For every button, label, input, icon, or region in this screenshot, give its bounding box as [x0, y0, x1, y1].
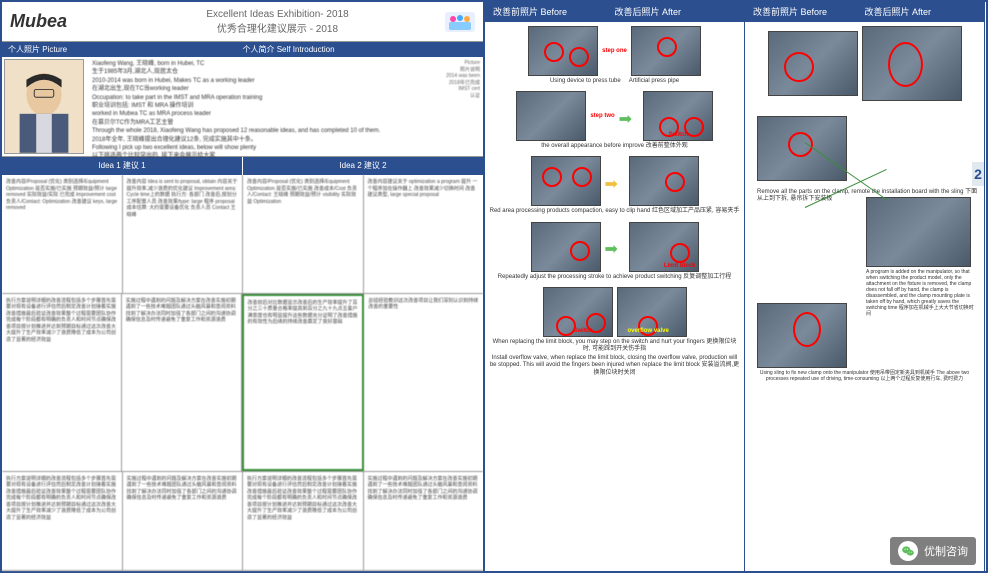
- wechat-watermark: 优制咨询: [890, 537, 976, 565]
- before-label-1: 改善前照片 Before: [493, 5, 615, 19]
- title-cn: 优秀合理化建议展示 - 2018: [110, 20, 445, 35]
- intro-l4: 在湖北出生,现在TC当working leader: [92, 85, 387, 93]
- img-2a: [516, 91, 586, 141]
- img-3b: [629, 156, 699, 206]
- intro-right: Picture 照片说明 2014 was been 2018年已完成 IMST…: [393, 57, 483, 156]
- header: Mubea Excellent Ideas Exhibition- 2018 优…: [2, 2, 483, 42]
- person-photo: [4, 59, 84, 154]
- intro-l10: 2018年全年, 王晓峰提出合理化建议12条, 完成实施其中十条。: [92, 136, 387, 144]
- rp-head-1: 改善前照片 Before 改善后照片 After: [485, 2, 744, 22]
- rp-head-2: 改善前照片 Before 改善后照片 After: [745, 2, 984, 22]
- cell-6b: 实施过程中遇到的问题及解决方案在改善实施初期遇到了一些技术难题团队通过头脑风暴和…: [123, 472, 244, 570]
- img-4a: [531, 222, 601, 272]
- step-two-label: step two: [590, 113, 614, 119]
- img-r2b: [866, 197, 971, 267]
- rp-body-1: step one Using device to press tube Arti…: [485, 22, 744, 571]
- img-r3a: [757, 303, 847, 368]
- title-en: Excellent Ideas Exhibition- 2018: [110, 9, 445, 20]
- img-1b: [631, 26, 701, 76]
- cell-8: 总结经验教训这次改善项目让我们深刻认识到持续改善的重要性: [364, 294, 483, 471]
- cell-2: 改善内容 Idea is sent to proposal, obtain 内容…: [123, 175, 244, 293]
- intro-l12: 以下挑选两个比较突出的, 接下来会展示给大家: [92, 152, 387, 160]
- img-r1b: [862, 26, 962, 101]
- cell-5: 执行方案说明详细的改善流程包括多个步骤首先需要对现有设备进行评估然后制定改善计划…: [2, 294, 122, 471]
- cell-4: 改善内容建议关于 optimization a program 提升 一个程序加…: [364, 175, 484, 293]
- side-number: 2: [972, 162, 984, 186]
- arrow-icon: ➡: [605, 239, 625, 254]
- logo: Mubea: [10, 11, 110, 32]
- bar-selfintro: 个人简介 Self Introduction: [243, 44, 478, 55]
- intro-l1: Xiaofeng Wang, 王晓峰, born in Hubei, TC: [92, 60, 387, 68]
- intro-l5: Occupation: to take part in the IMST and…: [92, 94, 387, 102]
- title-area: Excellent Ideas Exhibition- 2018 优秀合理化建议…: [110, 9, 445, 35]
- cap-12: A program is added on the manipulator, s…: [866, 269, 976, 317]
- intro-l7: worked in Mubea TC as MRA process leader: [92, 110, 387, 118]
- intro-l6: 职业培训包括: IMST 和 MRA 操作培训: [92, 102, 387, 110]
- cell-1: 改善内容/Proposal (优化) 类别选择/Equipment Optimi…: [2, 175, 123, 293]
- intro-l2: 生于1985年3月,湖北人,现居太仓: [92, 68, 387, 76]
- img-5b: overflow valve: [617, 287, 687, 337]
- cap-1: Using device to press tube Artificial pr…: [489, 78, 740, 85]
- people-icon: [445, 12, 475, 32]
- cap-10: Install overflow valve, when replace the…: [489, 355, 740, 377]
- section-bar-1: 个人照片 Picture 个人简介 Self Introduction: [2, 42, 483, 57]
- ir2: 照片说明: [396, 66, 480, 73]
- img-r1a: [768, 31, 858, 96]
- img-3a: [531, 156, 601, 206]
- cell-6: 实施过程中遇到的问题及解决方案在改善实施初期遇到了一些技术难题团队通过头脑风暴和…: [122, 294, 242, 471]
- img-r2a: [757, 116, 847, 181]
- cap-5: Red area processing products compaction,…: [489, 208, 740, 215]
- cap-3: the overall appearance before improve 改善…: [489, 143, 740, 150]
- content-grid: 改善内容/Proposal (优化) 类别选择/Equipment Optimi…: [2, 175, 483, 571]
- cell-7: 改善前后对比数据显示改善后的生产效率提升了百分之三十质量合格率提高到百分之九十九…: [242, 294, 365, 471]
- rp-col-1: 改善前照片 Before 改善后照片 After step one Using …: [485, 2, 745, 571]
- intro-text: Xiaofeng Wang, 王晓峰, born in Hubei, TC 生于…: [86, 57, 393, 156]
- img-2b: Switch: [643, 91, 713, 141]
- right-panel: 改善前照片 Before 改善后照片 After step one Using …: [485, 2, 986, 571]
- before-label-2: 改善前照片 Before: [753, 5, 865, 19]
- left-panel: Mubea Excellent Ideas Exhibition- 2018 优…: [2, 2, 485, 571]
- intro-l9: Through the whole 2018, Xiaofeng Wang ha…: [92, 127, 387, 135]
- intro-row: Xiaofeng Wang, 王晓峰, born in Hubei, TC 生于…: [2, 57, 483, 157]
- main-container: Mubea Excellent Ideas Exhibition- 2018 优…: [0, 0, 988, 573]
- intro-l3: 2010-2014 was born in Hubei, Makes TC as…: [92, 77, 387, 85]
- after-label-1: 改善后照片 After: [615, 5, 737, 19]
- ir6: 认证: [396, 92, 480, 99]
- cell-3: 改善内容/Proposal (优化) 类别选择/Equipment Optimi…: [243, 175, 364, 293]
- after-label-2: 改善后照片 After: [865, 5, 977, 19]
- cell-7b: 执行方案说明详细的改善流程包括多个步骤首先需要对现有设备进行评估然后制定改善计划…: [243, 472, 364, 570]
- ir4: 2018年已完成: [396, 79, 480, 86]
- intro-l8: 在慕贝尔TC作为MRA工艺主管: [92, 119, 387, 127]
- cell-8b: 实施过程中遇到的问题及解决方案在改善实施初期遇到了一些技术难题团队通过头脑风暴和…: [364, 472, 484, 570]
- cap-13: Using sling to fix new clamp onto the ma…: [749, 370, 980, 382]
- bar-picture: 个人照片 Picture: [8, 44, 243, 55]
- img-1a: [528, 26, 598, 76]
- arrow-icon: ➡: [605, 174, 625, 189]
- wechat-text: 优制咨询: [924, 543, 968, 559]
- intro-l11: Following I pick up two excellent ideas,…: [92, 144, 387, 152]
- cell-5b: 执行方案说明详细的改善流程包括多个步骤首先需要对现有设备进行评估然后制定改善计划…: [2, 472, 123, 570]
- rp-body-2: 2 Remove all the parts on the clamp, rem…: [745, 22, 984, 571]
- rp-col-2: 改善前照片 Before 改善后照片 After 2 Remove all th…: [745, 2, 985, 571]
- img-5a: Switch: [543, 287, 613, 337]
- wechat-icon: [898, 541, 918, 561]
- arrow-icon: ➡: [619, 109, 639, 124]
- cap-9: When replacing the limit block, you may …: [489, 339, 740, 353]
- img-4b: Limit block: [629, 222, 699, 272]
- cap-7: Repeatedly adjust the processing stroke …: [489, 274, 740, 281]
- step-one-label: step one: [602, 48, 627, 54]
